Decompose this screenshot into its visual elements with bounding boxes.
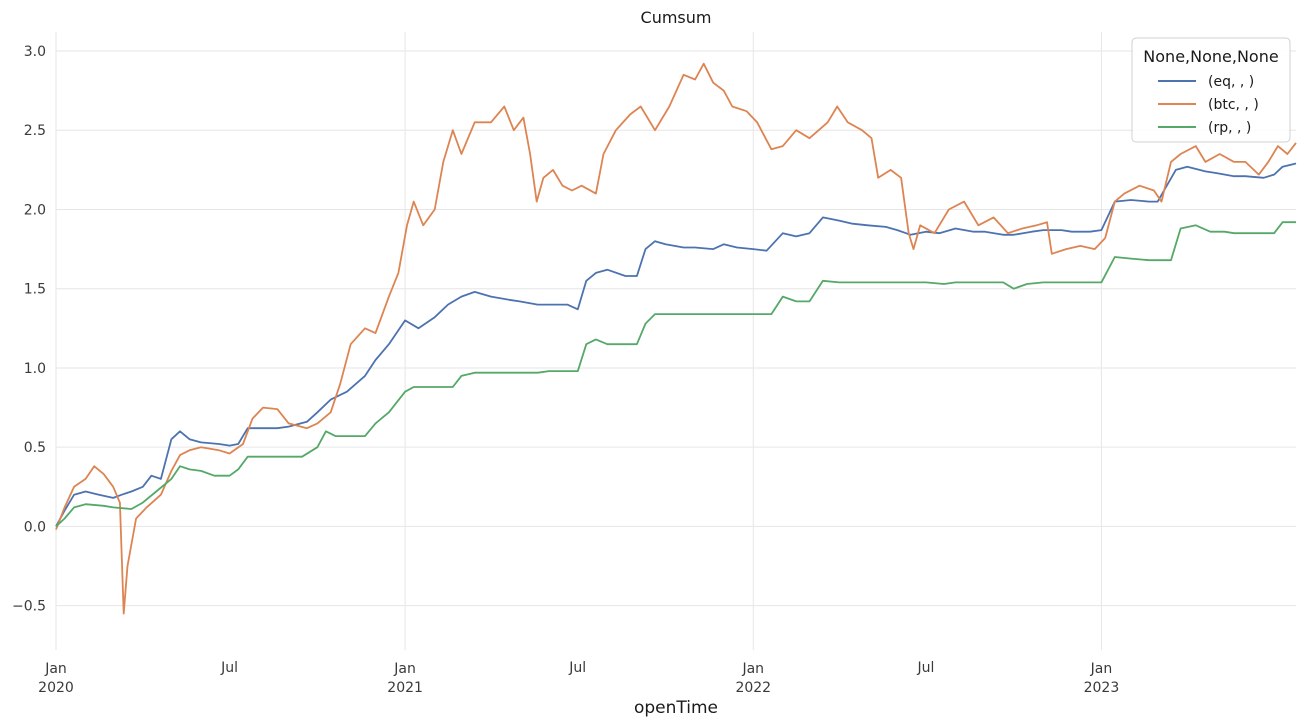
grid-layer — [55, 32, 1296, 650]
y-tick-label: 2.0 — [24, 202, 46, 218]
y-tick-label: −0.5 — [12, 599, 46, 615]
y-tick-label: 0.0 — [24, 519, 46, 535]
series-line — [55, 162, 1297, 527]
series-line — [55, 62, 1297, 615]
legend-title: None,None,None — [1143, 47, 1278, 66]
x-tick-label: Jan — [44, 661, 67, 677]
x-tick-label: Jul — [916, 660, 934, 676]
x-tick-label: Jan — [741, 661, 764, 677]
legend-label: (rp, , ) — [1208, 120, 1251, 136]
legend-box — [1131, 37, 1291, 143]
x-tick-label: Jul — [568, 660, 586, 676]
y-tick-label: 1.0 — [24, 361, 46, 377]
x-tick-label: Jan — [1090, 661, 1113, 677]
x-tick-year-label: 2022 — [735, 680, 771, 696]
x-tick-label: Jan — [393, 661, 416, 677]
x-tick-year-label: 2021 — [387, 680, 423, 696]
series-line — [55, 221, 1296, 528]
axis-layer: −0.5 0.0 0.5 1.0 1.5 2.0 2.5 3.0 Jan 2020 Jul Jan 20… — [12, 44, 1119, 696]
x-tick-year-label: 2020 — [38, 680, 74, 696]
x-tick-year-label: 2023 — [1084, 680, 1120, 696]
legend-label: (eq, , ) — [1208, 74, 1254, 90]
series-layer — [55, 62, 1297, 615]
x-axis-title: openTime — [634, 698, 718, 718]
legend: None,None,None (eq, , ) (btc, , ) (rp, , ) — [1131, 37, 1291, 143]
x-tick-label: Jul — [220, 660, 238, 676]
chart-title: Cumsum — [641, 8, 712, 27]
y-tick-label: 1.5 — [24, 282, 46, 298]
legend-label: (btc, , ) — [1208, 97, 1259, 113]
y-tick-label: 0.5 — [24, 440, 46, 456]
y-tick-label: 3.0 — [24, 44, 46, 60]
y-tick-label: 2.5 — [24, 123, 46, 139]
